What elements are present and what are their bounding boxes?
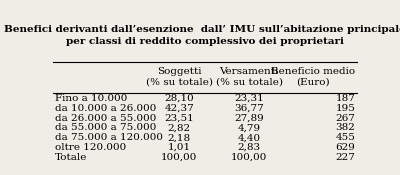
- Text: 195: 195: [336, 104, 355, 113]
- Text: Versamenti
(% su totale): Versamenti (% su totale): [216, 67, 282, 87]
- Text: 4,79: 4,79: [238, 124, 261, 132]
- Text: 27,89: 27,89: [234, 114, 264, 123]
- Text: 42,37: 42,37: [164, 104, 194, 113]
- Text: 227: 227: [336, 153, 355, 162]
- Text: 629: 629: [336, 143, 355, 152]
- Text: oltre 120.000: oltre 120.000: [55, 143, 126, 152]
- Text: 23,31: 23,31: [234, 94, 264, 103]
- Text: Fino a 10.000: Fino a 10.000: [55, 94, 127, 103]
- Text: 455: 455: [336, 133, 355, 142]
- Text: 2,18: 2,18: [168, 133, 191, 142]
- Text: da 26.000 a 55.000: da 26.000 a 55.000: [55, 114, 156, 123]
- Text: 2,82: 2,82: [168, 124, 191, 132]
- Text: da 75.000 a 120.000: da 75.000 a 120.000: [55, 133, 163, 142]
- Text: 100,00: 100,00: [231, 153, 267, 162]
- Text: 187: 187: [336, 94, 355, 103]
- Text: da 55.000 a 75.000: da 55.000 a 75.000: [55, 124, 156, 132]
- Text: 2,83: 2,83: [238, 143, 261, 152]
- Text: Soggetti
(% su totale): Soggetti (% su totale): [146, 67, 213, 87]
- Text: 267: 267: [336, 114, 355, 123]
- Text: 382: 382: [336, 124, 355, 132]
- Text: 23,51: 23,51: [164, 114, 194, 123]
- Text: 4,40: 4,40: [238, 133, 261, 142]
- Text: 100,00: 100,00: [161, 153, 197, 162]
- Text: 36,77: 36,77: [234, 104, 264, 113]
- Text: da 10.000 a 26.000: da 10.000 a 26.000: [55, 104, 156, 113]
- Text: Beneficio medio
(Euro): Beneficio medio (Euro): [271, 67, 355, 87]
- Text: Benefici derivanti dall’esenzione  dall’ IMU sull’abitazione principale
per clas: Benefici derivanti dall’esenzione dall’ …: [4, 25, 400, 46]
- Text: Totale: Totale: [55, 153, 87, 162]
- Text: 28,10: 28,10: [164, 94, 194, 103]
- Text: 1,01: 1,01: [168, 143, 191, 152]
